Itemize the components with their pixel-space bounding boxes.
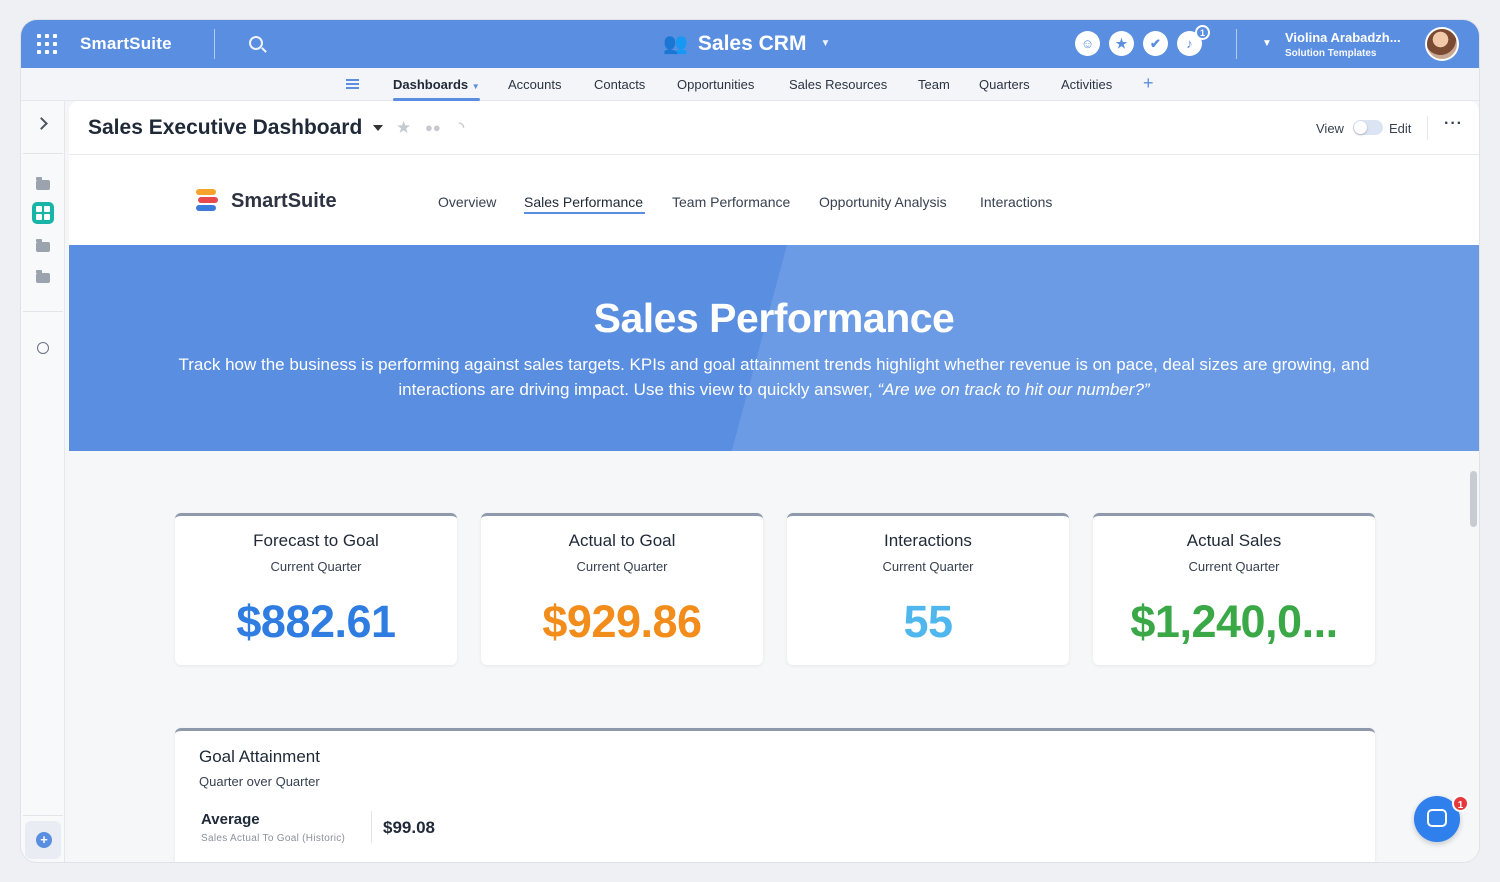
dashboard-tab-team-performance[interactable]: Team Performance	[672, 194, 791, 210]
chat-bubble-icon	[1427, 809, 1447, 827]
divider	[23, 153, 63, 154]
page-header: Sales Executive Dashboard ★ ●● ◝ View Ed…	[69, 101, 1479, 155]
divider	[1427, 116, 1428, 140]
user-menu-chevron-icon[interactable]: ▼	[1262, 38, 1272, 49]
dashboard-icon[interactable]	[32, 202, 54, 224]
chat-badge: 1	[1452, 795, 1469, 812]
feed-rss-icon[interactable]: ◝	[459, 119, 465, 134]
view-edit-toggle[interactable]	[1353, 120, 1383, 135]
average-sublabel: Sales Actual To Goal (Historic)	[201, 833, 346, 844]
kpi-card-actual-sales: Actual Sales Current Quarter $1,240,0...	[1093, 513, 1375, 665]
help-icon[interactable]	[37, 342, 49, 354]
dashboard-tab-interactions[interactable]: Interactions	[980, 194, 1053, 210]
more-options-icon[interactable]: ···	[1444, 115, 1463, 132]
average-label: Average	[201, 811, 260, 828]
add-tab-plus-icon[interactable]: +	[1143, 73, 1154, 93]
divider	[23, 311, 63, 312]
favorites-star-icon[interactable]: ★	[1109, 31, 1134, 56]
handshake-icon: 👥	[663, 33, 688, 55]
collaborators-icon[interactable]: ☺	[1075, 31, 1100, 56]
kpi-value: $882.61	[236, 596, 396, 647]
kpi-value: $1,240,0...	[1130, 596, 1338, 647]
scrollbar-thumb[interactable]	[1470, 471, 1477, 527]
hero-description: Track how the business is performing aga…	[178, 355, 1370, 399]
goal-attainment-title: Goal Attainment	[199, 747, 320, 766]
tab-accounts[interactable]: Accounts	[508, 77, 562, 92]
folder-icon[interactable]	[36, 270, 50, 283]
members-icon[interactable]: ●●	[425, 120, 441, 135]
kpi-subtitle: Current Quarter	[576, 559, 668, 574]
view-mode-label: View	[1316, 121, 1344, 136]
smartsuite-logo-icon	[196, 189, 218, 213]
dashboard-body: Forecast to Goal Current Quarter $882.61…	[69, 451, 1479, 862]
chevron-down-icon: ▼	[471, 82, 480, 91]
kpi-subtitle: Current Quarter	[882, 559, 974, 574]
dashboard-tab-sales-performance[interactable]: Sales Performance	[524, 194, 644, 210]
divider	[214, 29, 215, 59]
kpi-title: Interactions	[884, 531, 972, 550]
topbar-actions: ☺ ★ ✔ ♪ 1	[1075, 25, 1210, 56]
kpi-card-forecast-to-goal: Forecast to Goal Current Quarter $882.61	[175, 513, 457, 665]
left-rail: +	[21, 101, 65, 862]
tab-dashboards[interactable]: Dashboards ▼	[393, 77, 480, 92]
tab-contacts[interactable]: Contacts	[594, 77, 646, 92]
dashboard-tab-opportunity-analysis[interactable]: Opportunity Analysis	[819, 194, 947, 210]
hero-title: Sales Performance	[593, 295, 955, 341]
hero-banner: Sales Performance Track how the business…	[69, 245, 1479, 451]
avatar[interactable]	[1425, 27, 1459, 61]
average-value: $99.08	[383, 818, 435, 837]
kpi-title: Actual Sales	[1186, 531, 1282, 550]
active-dashboard-tab-indicator	[524, 212, 645, 214]
kpi-subtitle: Current Quarter	[270, 559, 362, 574]
app-window: SmartSuite 👥 Sales CRM ▼ ☺ ★ ✔ ♪ 1 ▼ Vio…	[21, 20, 1479, 862]
hero-quote: “Are we on track to hit our number?”	[877, 380, 1150, 399]
brand-name[interactable]: SmartSuite	[80, 34, 172, 53]
solution-switcher[interactable]: 👥 Sales CRM ▼	[663, 31, 830, 56]
favorite-star-icon[interactable]: ★	[396, 118, 412, 137]
folder-icon[interactable]	[36, 177, 50, 190]
dashboard-tab-overview[interactable]: Overview	[438, 194, 497, 210]
chevron-down-icon: ▼	[820, 38, 831, 49]
apps-grid-icon[interactable]	[37, 34, 57, 54]
divider	[23, 815, 63, 816]
user-workspace: Solution Templates	[1285, 48, 1377, 59]
kpi-card-interactions: Interactions Current Quarter 55	[787, 513, 1069, 665]
kpi-title: Forecast to Goal	[253, 531, 379, 550]
title-dropdown-chevron-icon[interactable]	[373, 125, 383, 131]
tab-opportunities[interactable]: Opportunities	[677, 77, 755, 92]
kpi-subtitle: Current Quarter	[1188, 559, 1280, 574]
folder-icon[interactable]	[36, 239, 50, 252]
notification-badge: 1	[1195, 25, 1210, 40]
dashboard-logo-text: SmartSuite	[231, 190, 337, 212]
active-tab-indicator	[393, 98, 480, 101]
solution-title: Sales CRM	[697, 31, 807, 55]
divider	[371, 811, 372, 843]
edit-mode-label: Edit	[1389, 121, 1412, 136]
tab-team[interactable]: Team	[918, 77, 950, 92]
tasks-check-icon[interactable]: ✔	[1143, 31, 1168, 56]
dashboard-nav: SmartSuite Overview Sales Performance Te…	[69, 156, 1479, 246]
tab-quarters[interactable]: Quarters	[979, 77, 1030, 92]
goal-attainment-card: Goal Attainment Quarter over Quarter Ave…	[175, 728, 1375, 862]
divider	[1236, 29, 1237, 59]
app-tabs-bar: Dashboards ▼ Accounts Contacts Opportuni…	[21, 68, 1479, 101]
expand-chevron-right-icon[interactable]	[35, 117, 48, 130]
content-panel: Sales Executive Dashboard ★ ●● ◝ View Ed…	[69, 101, 1479, 862]
kpi-value: 55	[903, 596, 953, 647]
kpi-value: $929.86	[542, 596, 702, 647]
top-bar: SmartSuite 👥 Sales CRM ▼ ☺ ★ ✔ ♪ 1 ▼ Vio…	[21, 20, 1479, 68]
notifications-bell-icon[interactable]: ♪ 1	[1177, 25, 1210, 56]
user-name[interactable]: Violina Arabadzh...	[1285, 30, 1401, 45]
page-title[interactable]: Sales Executive Dashboard	[88, 116, 363, 139]
goal-attainment-subtitle: Quarter over Quarter	[199, 774, 320, 789]
plus-circle-icon[interactable]: +	[36, 832, 52, 848]
menu-icon[interactable]	[346, 79, 359, 89]
tab-sales-resources[interactable]: Sales Resources	[789, 77, 888, 92]
kpi-title: Actual to Goal	[568, 531, 676, 550]
kpi-card-actual-to-goal: Actual to Goal Current Quarter $929.86	[481, 513, 763, 665]
search-icon[interactable]	[249, 36, 263, 50]
tab-activities[interactable]: Activities	[1061, 77, 1113, 92]
